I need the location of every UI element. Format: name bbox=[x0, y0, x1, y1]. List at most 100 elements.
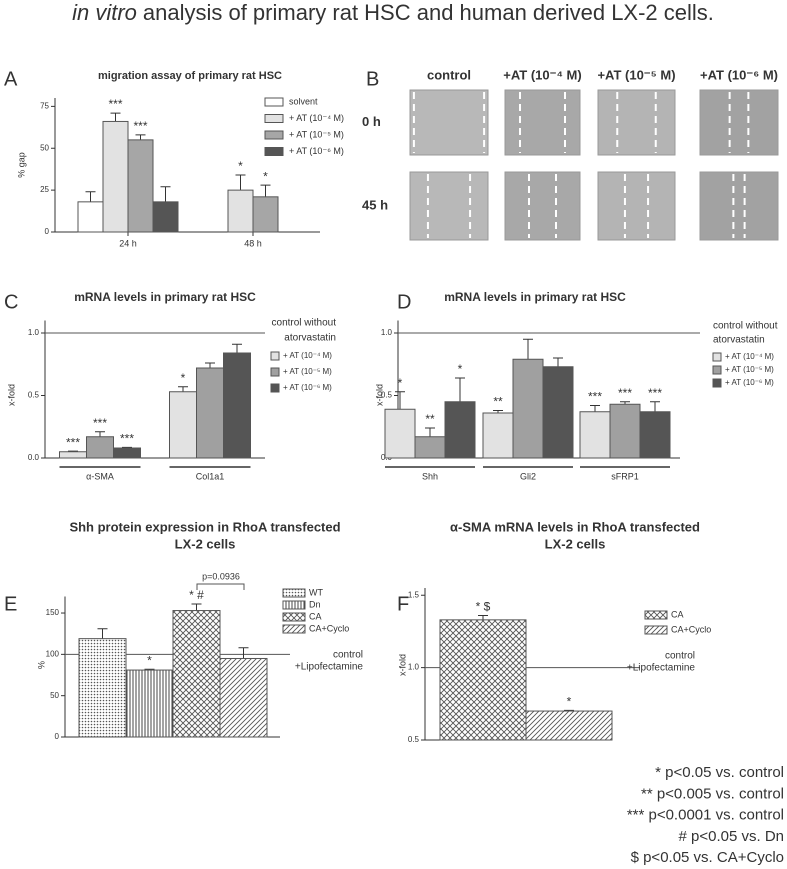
legend-swatch bbox=[282, 600, 306, 610]
y-axis-label: x-fold bbox=[6, 384, 16, 406]
legend-label: + AT (10⁻⁵ M) bbox=[283, 367, 332, 376]
reference-label: control bbox=[333, 650, 363, 661]
y-tick-label: 150 bbox=[46, 608, 60, 617]
micrograph bbox=[409, 171, 489, 241]
bar bbox=[223, 352, 251, 459]
panel-letter: C bbox=[4, 291, 18, 313]
legend-label: CA bbox=[309, 611, 322, 621]
significance-label: *** bbox=[648, 386, 662, 400]
bar bbox=[196, 367, 224, 459]
row-label: 45 h bbox=[362, 197, 388, 212]
bar bbox=[227, 189, 254, 233]
footnote: ** p<0.005 vs. control bbox=[641, 785, 784, 802]
micrograph bbox=[504, 89, 581, 156]
y-tick-label: 0.5 bbox=[408, 735, 420, 744]
error-bar bbox=[260, 184, 271, 197]
error-bar bbox=[238, 647, 249, 659]
legend-label: + AT (10⁻⁴ M) bbox=[289, 113, 344, 123]
legend-label: + AT (10⁻⁶ M) bbox=[725, 378, 774, 387]
chart-title: mRNA levels in primary rat HSC bbox=[444, 290, 626, 304]
micrograph bbox=[409, 89, 489, 156]
panel-letter: A bbox=[4, 68, 18, 90]
y-tick-label: 0.5 bbox=[28, 391, 40, 400]
y-tick-label: 75 bbox=[40, 101, 49, 110]
bar bbox=[384, 408, 416, 459]
significance-label: * bbox=[458, 362, 463, 376]
error-bar bbox=[135, 134, 146, 140]
legend-label: + AT (10⁻⁶ M) bbox=[289, 146, 344, 156]
error-bar bbox=[97, 628, 108, 639]
micrograph bbox=[699, 89, 779, 156]
column-header: +AT (10⁻⁴ M) bbox=[503, 67, 581, 82]
significance-label: ** bbox=[425, 412, 435, 426]
reference-label: control bbox=[665, 651, 695, 662]
significance-label: * bbox=[181, 371, 186, 385]
title-italic: in vitro bbox=[72, 0, 137, 25]
reference-label: +Lipofectamine bbox=[627, 663, 696, 674]
bar bbox=[102, 120, 129, 233]
bar bbox=[639, 411, 671, 459]
y-tick-label: 0 bbox=[55, 732, 60, 741]
y-tick-label: 50 bbox=[40, 143, 49, 152]
y-axis-label: x-fold bbox=[374, 384, 384, 406]
bar bbox=[127, 139, 154, 233]
bar bbox=[169, 391, 197, 459]
x-tick-label: 24 h bbox=[119, 238, 137, 248]
legend-label: + AT (10⁻⁵ M) bbox=[725, 365, 774, 374]
x-tick-label: Col1a1 bbox=[196, 471, 225, 481]
legend-swatch bbox=[712, 365, 722, 375]
bar bbox=[125, 669, 174, 738]
legend-swatch bbox=[282, 612, 306, 622]
error-bar bbox=[235, 174, 246, 191]
error-bar bbox=[395, 391, 405, 410]
legend-label: + AT (10⁻⁴ M) bbox=[283, 351, 332, 360]
significance-label: *** bbox=[108, 97, 122, 111]
significance-label: *** bbox=[120, 432, 134, 446]
legend-swatch bbox=[270, 383, 280, 393]
micrograph bbox=[504, 171, 581, 241]
bar bbox=[152, 201, 179, 233]
bar bbox=[252, 196, 279, 233]
y-tick-label: 1.5 bbox=[408, 590, 420, 599]
error-bar bbox=[590, 405, 600, 412]
error-bar bbox=[425, 427, 435, 437]
x-tick-label: Shh bbox=[422, 471, 438, 481]
error-bar bbox=[110, 112, 121, 122]
reference-label: atorvastatin bbox=[713, 335, 765, 346]
reference-label: atorvastatin bbox=[284, 333, 336, 344]
column-header: +AT (10⁻⁶ M) bbox=[700, 67, 778, 82]
error-bar bbox=[160, 186, 171, 202]
error-bar bbox=[478, 615, 488, 620]
legend-swatch bbox=[270, 367, 280, 377]
legend-swatch bbox=[282, 588, 306, 598]
legend-label: CA bbox=[671, 609, 684, 619]
title-text: analysis of primary rat HSC and human de… bbox=[143, 0, 714, 25]
y-tick-label: 25 bbox=[40, 185, 49, 194]
annotation-bracket bbox=[196, 583, 245, 590]
bar bbox=[113, 447, 141, 459]
bar bbox=[482, 412, 514, 459]
chart-title: Shh protein expression in RhoA transfect… bbox=[69, 519, 340, 534]
chart-title: α-SMA mRNA levels in RhoA transfected bbox=[450, 519, 700, 534]
reference-label: +Lipofectamine bbox=[295, 662, 364, 673]
significance-label: * bbox=[398, 376, 403, 390]
bar bbox=[444, 401, 476, 459]
legend-swatch bbox=[712, 378, 722, 388]
legend-swatch bbox=[282, 624, 306, 634]
error-bar bbox=[205, 362, 215, 368]
column-header: +AT (10⁻⁵ M) bbox=[597, 67, 675, 82]
figure-title: in vitro analysis of primary rat HSC and … bbox=[72, 0, 714, 25]
chart-title: mRNA levels in primary rat HSC bbox=[74, 290, 256, 304]
bar bbox=[609, 403, 641, 459]
significance-label: * $ bbox=[476, 600, 491, 614]
row-label: 0 h bbox=[362, 114, 381, 129]
x-tick-label: α-SMA bbox=[86, 471, 114, 481]
chart-title: LX-2 cells bbox=[175, 536, 236, 551]
significance-label: *** bbox=[93, 416, 107, 430]
y-tick-label: 50 bbox=[50, 691, 59, 700]
panel-letter: E bbox=[4, 593, 17, 615]
chart-title: LX-2 cells bbox=[545, 536, 606, 551]
footnote: # p<0.05 vs. Dn bbox=[679, 828, 784, 845]
